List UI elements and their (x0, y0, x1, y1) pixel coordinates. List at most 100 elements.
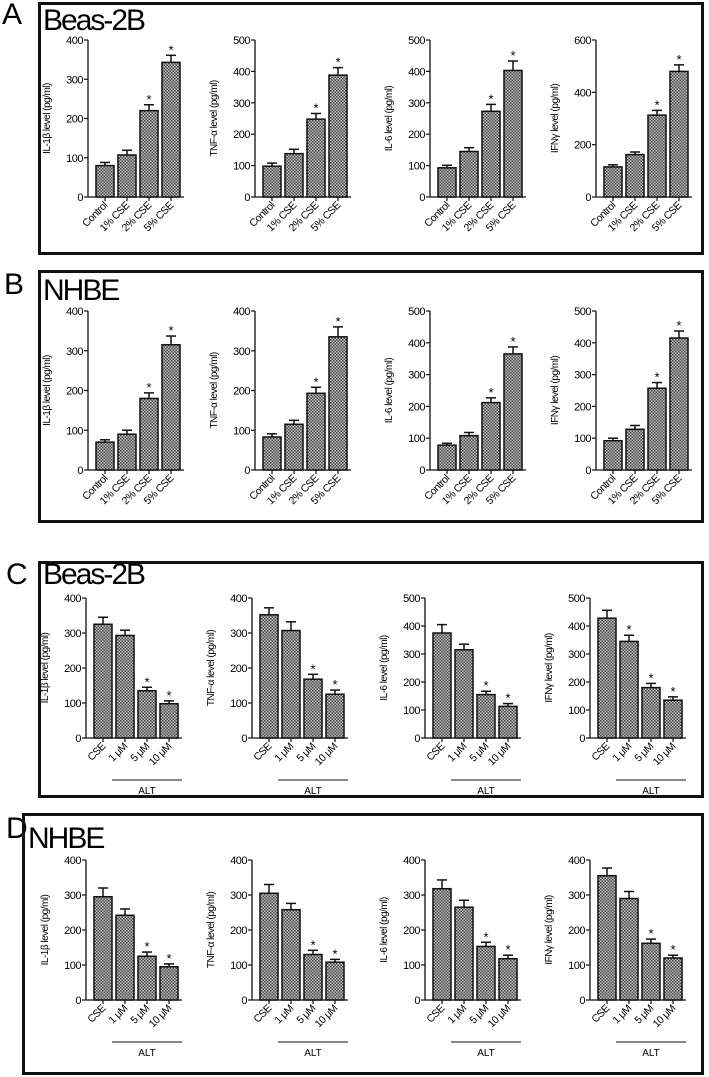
bar (303, 678, 323, 739)
y-tick-label: 500 (408, 306, 425, 318)
y-tick-label: 100 (408, 161, 425, 173)
y-tick-label: 100 (66, 153, 83, 165)
y-tick-label: 0 (77, 465, 83, 477)
significance-marker: * (670, 684, 675, 699)
bar (625, 153, 645, 198)
y-tick-label: 100 (568, 705, 585, 717)
y-tick-label: 400 (233, 66, 250, 78)
x-tick-label: 10 μM (651, 741, 679, 769)
y-tick-label: 300 (64, 890, 81, 902)
y-tick-label: 400 (64, 855, 81, 867)
x-tick-label: CSE (424, 740, 447, 763)
bar (137, 955, 157, 1001)
significance-marker: * (654, 370, 659, 385)
bar (663, 957, 683, 1001)
panel-d-box (22, 813, 704, 1075)
bar (481, 110, 501, 198)
y-tick-label: 100 (408, 433, 425, 445)
y-tick-label: 400 (66, 306, 83, 318)
y-axis-label: TNF-α level (pg/ml) (209, 352, 220, 428)
group-label: ALT (477, 786, 495, 797)
y-tick-label: 0 (244, 465, 250, 477)
y-axis-label: TNF-α level (pg/ml) (206, 892, 217, 968)
y-tick-label: 0 (77, 192, 83, 204)
y-tick-label: 200 (66, 114, 83, 126)
bar (481, 401, 501, 471)
y-tick-label: 500 (233, 35, 250, 47)
x-tick-label: 10 μM (313, 1003, 341, 1031)
significance-marker: * (166, 688, 171, 703)
x-tick-label: 1 μM (610, 741, 634, 765)
significance-marker: * (488, 91, 493, 106)
bar (597, 617, 617, 739)
bar (95, 441, 115, 471)
x-tick-label: CSE (251, 1002, 274, 1025)
y-tick-label: 200 (233, 386, 250, 398)
bar (325, 693, 345, 739)
y-tick-label: 0 (585, 465, 591, 477)
x-tick-label: 10 μM (486, 741, 514, 769)
y-tick-label: 0 (241, 733, 247, 745)
bar (437, 444, 457, 471)
significance-marker: * (146, 380, 151, 395)
y-tick-label: 400 (408, 338, 425, 350)
panel-c-title: Beas-2B (43, 558, 146, 591)
y-tick-label: 300 (403, 890, 420, 902)
y-axis-label: IFNγ level (pg/ml) (544, 633, 555, 703)
group-label: ALT (138, 1048, 156, 1059)
y-axis-label: IFNγ level (pg/ml) (550, 84, 561, 154)
y-tick-label: 0 (75, 995, 81, 1007)
y-tick-label: 400 (233, 306, 250, 318)
bar (437, 167, 457, 198)
bar (115, 914, 135, 1001)
y-tick-label: 300 (233, 98, 250, 110)
bar (117, 154, 137, 198)
significance-marker: * (144, 939, 149, 954)
panel-c-box (38, 561, 704, 798)
significance-marker: * (313, 374, 318, 389)
y-tick-label: 200 (64, 663, 81, 675)
bar (161, 61, 181, 198)
y-tick-label: 400 (574, 87, 591, 99)
x-tick-label: 1 μM (445, 741, 469, 765)
group-label: ALT (304, 786, 322, 797)
bar (161, 344, 181, 471)
bar (454, 649, 474, 739)
y-tick-label: 200 (233, 129, 250, 141)
y-tick-label: 300 (233, 346, 250, 358)
x-tick-label: CSE (589, 1002, 612, 1025)
y-tick-label: 400 (574, 338, 591, 350)
significance-marker: * (310, 937, 315, 952)
bar (603, 439, 623, 471)
significance-marker: * (670, 942, 675, 957)
y-tick-label: 200 (408, 401, 425, 413)
bar (432, 887, 452, 1001)
bar (262, 165, 282, 198)
y-tick-label: 100 (574, 433, 591, 445)
bar (625, 428, 645, 471)
bar (597, 875, 617, 1001)
significance-marker: * (146, 92, 151, 107)
group-label: ALT (304, 1048, 322, 1059)
x-tick-label: 10 μM (313, 741, 341, 769)
bar (303, 953, 323, 1001)
significance-marker: * (505, 942, 510, 957)
significance-marker: * (676, 318, 681, 333)
significance-marker: * (488, 385, 493, 400)
panel-b-box (38, 270, 704, 523)
y-tick-label: 200 (568, 677, 585, 689)
y-tick-label: 300 (568, 649, 585, 661)
y-tick-label: 200 (574, 401, 591, 413)
y-axis-label: IFNγ level (pg/ml) (550, 356, 561, 426)
y-tick-label: 200 (64, 925, 81, 937)
significance-marker: * (166, 951, 171, 966)
significance-marker: * (510, 48, 515, 63)
bar (603, 166, 623, 198)
bar (619, 897, 639, 1001)
bar (284, 423, 304, 471)
panel-b-title: NHBE (43, 274, 120, 307)
y-tick-label: 200 (230, 663, 247, 675)
significance-marker: * (483, 678, 488, 693)
panel-a-box (38, 2, 704, 255)
bar (93, 623, 113, 739)
